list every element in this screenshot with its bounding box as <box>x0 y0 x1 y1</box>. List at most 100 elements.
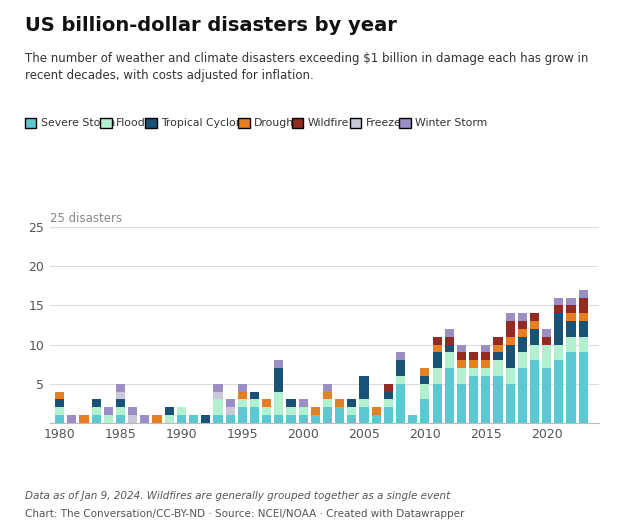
Bar <box>469 360 478 368</box>
Bar <box>505 321 515 337</box>
Bar <box>421 368 429 376</box>
Bar <box>469 368 478 376</box>
Bar <box>250 407 259 423</box>
Bar <box>554 305 563 313</box>
Bar <box>275 415 283 423</box>
Bar <box>116 407 125 415</box>
Bar <box>225 407 235 415</box>
Bar <box>457 345 466 352</box>
Bar <box>396 352 405 360</box>
Bar <box>432 337 442 345</box>
Bar <box>494 337 502 345</box>
Bar <box>578 313 588 321</box>
Bar <box>348 415 356 423</box>
Bar <box>262 399 271 407</box>
Bar <box>494 376 502 423</box>
Bar <box>323 399 332 407</box>
Bar <box>421 384 429 399</box>
Bar <box>421 376 429 384</box>
Bar <box>92 399 100 407</box>
Bar <box>275 368 283 392</box>
Bar <box>469 352 478 360</box>
Bar <box>567 298 575 305</box>
Bar <box>92 415 100 423</box>
Bar <box>238 392 247 399</box>
Text: Flood: Flood <box>116 118 146 128</box>
Bar <box>530 321 539 329</box>
Bar <box>530 345 539 360</box>
Bar <box>311 407 320 415</box>
Bar <box>79 415 89 423</box>
Bar <box>530 329 539 345</box>
Bar <box>201 415 210 423</box>
Bar <box>177 415 186 423</box>
Bar <box>481 360 490 368</box>
Bar <box>421 399 429 423</box>
Bar <box>445 368 454 423</box>
Text: Chart: The Conversation/CC-BY-ND · Source: NCEI/NOAA · Created with Datawrapper: Chart: The Conversation/CC-BY-ND · Sourc… <box>25 509 464 519</box>
Bar <box>128 415 137 423</box>
Bar <box>104 407 113 415</box>
Bar <box>275 392 283 415</box>
Bar <box>578 298 588 313</box>
Bar <box>116 399 125 407</box>
Bar <box>578 337 588 352</box>
Bar <box>578 352 588 423</box>
Bar <box>445 345 454 352</box>
Bar <box>494 345 502 352</box>
Bar <box>542 345 551 368</box>
Bar <box>567 321 575 337</box>
Bar <box>359 399 369 407</box>
Bar <box>286 407 296 415</box>
Bar <box>55 392 64 399</box>
Bar <box>578 290 588 298</box>
Bar <box>481 368 490 376</box>
Bar <box>432 368 442 384</box>
Bar <box>554 298 563 305</box>
Bar <box>177 407 186 415</box>
Bar <box>55 399 64 407</box>
Bar <box>348 407 356 415</box>
Bar <box>554 313 563 345</box>
Bar <box>299 415 308 423</box>
Bar <box>311 415 320 423</box>
Bar <box>286 415 296 423</box>
Bar <box>225 399 235 407</box>
Text: Tropical Cyclone: Tropical Cyclone <box>161 118 250 128</box>
Bar <box>445 337 454 345</box>
Bar <box>384 407 393 423</box>
Bar <box>481 352 490 360</box>
Bar <box>299 399 308 407</box>
Bar <box>152 415 162 423</box>
Bar <box>384 399 393 407</box>
Bar <box>348 399 356 407</box>
Bar <box>494 360 502 376</box>
Bar <box>213 399 223 415</box>
Text: The number of weather and climate disasters exceeding $1 billion in damage each : The number of weather and climate disast… <box>25 52 588 82</box>
Bar <box>518 313 527 321</box>
Bar <box>359 407 369 423</box>
Bar <box>238 407 247 423</box>
Bar <box>469 376 478 423</box>
Bar <box>457 352 466 360</box>
Bar <box>55 415 64 423</box>
Bar <box>518 321 527 329</box>
Text: US billion-dollar disasters by year: US billion-dollar disasters by year <box>25 16 397 34</box>
Bar <box>116 392 125 399</box>
Bar <box>384 392 393 399</box>
Bar <box>518 368 527 423</box>
Bar <box>518 352 527 368</box>
Bar <box>372 415 381 423</box>
Bar <box>554 345 563 360</box>
Bar <box>505 384 515 423</box>
Bar <box>457 360 466 368</box>
Bar <box>481 376 490 423</box>
Bar <box>384 384 393 392</box>
Bar <box>250 392 259 399</box>
Bar <box>286 399 296 407</box>
Bar <box>530 313 539 321</box>
Bar <box>323 392 332 399</box>
Bar <box>542 337 551 345</box>
Bar <box>165 415 174 423</box>
Bar <box>505 313 515 321</box>
